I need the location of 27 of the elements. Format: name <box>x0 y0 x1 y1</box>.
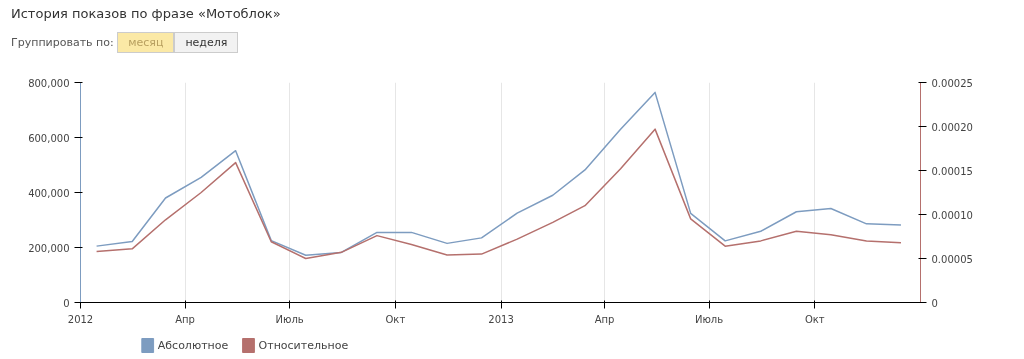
chart-title: История показов по фразе «Мотоблок» <box>11 5 281 23</box>
y2-tick-label: 0.00015 <box>931 165 973 177</box>
x-tick-label: 2013 <box>488 313 514 325</box>
y2-tick-label: 0 <box>931 297 938 309</box>
x-tick-label: Апр <box>175 313 195 325</box>
x-tick-label: Окт <box>804 313 825 325</box>
line-series <box>95 91 902 256</box>
x-tick-label: Окт <box>385 313 406 325</box>
line-series <box>95 128 902 260</box>
y2-tick-label: 0.00020 <box>931 121 973 133</box>
legend-label: Относительное <box>258 339 349 352</box>
x-tick-label: 2012 <box>67 313 94 325</box>
y-tick-label: 0 <box>63 297 70 309</box>
text: месяц <box>117 31 175 54</box>
text: неделя <box>174 31 239 54</box>
legend-label: Абсолютное <box>157 339 229 352</box>
y2-tick-label: 0.00010 <box>931 209 973 221</box>
y-tick-label: 600,000 <box>28 132 70 144</box>
x-tick-label: Июль <box>694 313 724 325</box>
y-tick-label: 400,000 <box>28 187 70 199</box>
text: Группировать по: <box>11 35 114 49</box>
y-tick-label: 200,000 <box>28 242 70 254</box>
x-tick-label: Апр <box>594 313 615 325</box>
x-tick-label: Июль <box>275 313 304 325</box>
y-tick-label: 800,000 <box>28 77 70 89</box>
y2-tick-label: 0.00025 <box>931 77 973 89</box>
y2-tick-label: 0.00005 <box>931 253 973 265</box>
